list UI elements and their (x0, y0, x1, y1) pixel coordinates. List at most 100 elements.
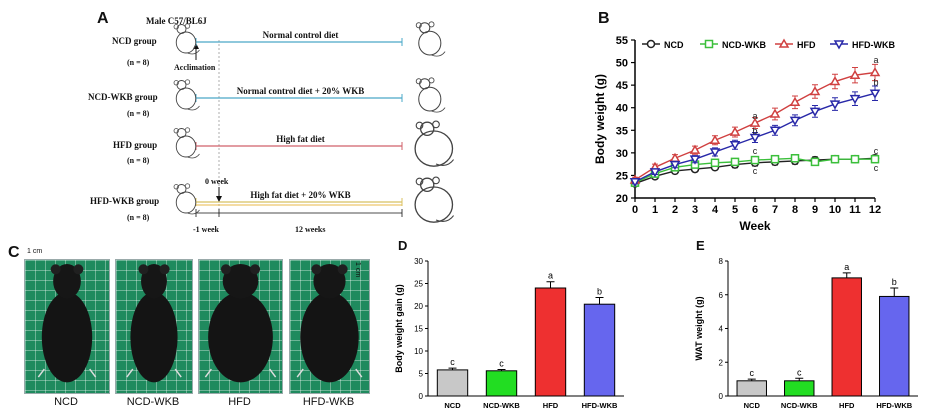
y-tick-label: 50 (616, 58, 628, 70)
data-point (646, 39, 656, 49)
x-tick-label: 11 (849, 204, 861, 216)
x-axis-title: Week (739, 219, 770, 233)
bar (534, 287, 567, 397)
significance-letter: a (844, 262, 849, 272)
bar (879, 295, 910, 397)
data-point (729, 126, 741, 136)
twelve-weeks-label: 12 weeks (295, 225, 326, 234)
data-point (789, 96, 801, 107)
bar (784, 380, 815, 397)
data-point (829, 76, 841, 86)
data-point (869, 89, 881, 99)
error-bar (595, 296, 604, 305)
data-point (790, 154, 800, 163)
data-point (869, 66, 881, 77)
legend-label: NCD-WKB (722, 40, 766, 50)
data-point (749, 133, 761, 144)
error-bar (890, 287, 899, 297)
error-bar (497, 368, 506, 371)
x-tick-label: 9 (812, 204, 818, 216)
legend-label: HFD (797, 40, 816, 50)
panel-label-b: B (598, 10, 610, 27)
data-point (809, 107, 821, 117)
photo-label: NCD (54, 396, 78, 408)
y-axis-title: Body weight gain (g) (394, 284, 404, 373)
diet-label: High fat diet (276, 134, 325, 144)
mouse-icon (173, 78, 200, 110)
x-tick-label: 1 (652, 204, 658, 216)
significance-letter: c (499, 358, 504, 368)
x-tick-label: HFD (543, 401, 559, 410)
data-point (770, 154, 780, 164)
mouse-icon (415, 77, 446, 113)
significance-letter: a (752, 111, 757, 121)
x-tick-label: 7 (772, 204, 778, 216)
x-tick-label: 2 (672, 204, 678, 216)
y-tick-label: 4 (719, 325, 724, 334)
series-hfd-wkb (629, 85, 881, 188)
x-tick-label: NCD-WKB (483, 401, 520, 410)
x-tick-label: 10 (829, 204, 841, 216)
x-tick-label: 12 (869, 204, 881, 216)
significance-letter: c (874, 146, 879, 156)
significance-letter: c (797, 367, 802, 377)
significance-letter: a (873, 55, 878, 65)
y-tick-label: 30 (616, 148, 628, 160)
group-n: (n = 8) (127, 213, 150, 222)
acclimation-label: Acclimation (174, 63, 216, 72)
photo-label: HFD (228, 396, 251, 408)
significance-letter: c (750, 368, 755, 378)
bar (583, 303, 616, 397)
bar (485, 370, 518, 397)
x-tick-label: NCD-WKB (781, 401, 818, 410)
y-tick-label: 5 (419, 370, 424, 379)
diet-timeline-row (195, 142, 403, 150)
x-tick-label: 5 (732, 204, 738, 216)
x-tick-label: 3 (692, 204, 698, 216)
data-point (689, 155, 701, 165)
mouse-icon (173, 182, 200, 214)
data-point (669, 160, 681, 171)
error-bar (546, 281, 555, 288)
mouse-photo (198, 259, 283, 394)
y-tick-label: 6 (719, 291, 724, 300)
data-point (789, 116, 801, 126)
diet-label: High fat diet + 20% WKB (250, 190, 351, 200)
significance-letter: c (753, 166, 758, 176)
y-tick-label: 10 (414, 347, 423, 356)
timeline-schematic (193, 40, 403, 217)
group-name: HFD-WKB group (90, 196, 160, 206)
y-axis-title: Body weight (g) (593, 74, 607, 164)
group-n: (n = 8) (127, 156, 150, 165)
x-tick-label: NCD (744, 401, 761, 410)
significance-letter: b (752, 126, 757, 136)
panel-label-a: A (97, 10, 109, 27)
data-point (810, 157, 820, 167)
significance-letter: c (753, 146, 758, 156)
data-point (669, 152, 681, 163)
data-point (729, 140, 741, 151)
y-tick-label: 0 (419, 392, 424, 401)
mouse-silhouette (296, 263, 363, 383)
group-name: HFD group (113, 140, 158, 150)
y-tick-label: 35 (616, 125, 628, 137)
legend-label: NCD (664, 40, 684, 50)
y-tick-label: 20 (616, 193, 628, 205)
diet-timeline-row (195, 94, 403, 102)
bar (436, 369, 469, 397)
y-tick-label: 8 (719, 257, 724, 266)
data-point (704, 39, 714, 49)
weight-gain-chart: 0 5 10 15 20 25 30 Body weight gain (g) c NCD c NCD… (394, 257, 624, 410)
y-tick-label: 2 (719, 358, 724, 367)
data-point (749, 117, 761, 127)
group-n: (n = 8) (127, 58, 150, 67)
data-point (809, 85, 821, 96)
significance-letter: b (597, 286, 602, 296)
scale-bar-label: 1 cm (354, 262, 361, 278)
y-axis-title: WAT weight (g) (694, 296, 704, 360)
photo-label: HFD-WKB (302, 396, 355, 408)
mouse-silhouette (204, 263, 277, 383)
error-bar (747, 378, 756, 381)
strain-label: Male C57/BL6J (146, 16, 207, 26)
